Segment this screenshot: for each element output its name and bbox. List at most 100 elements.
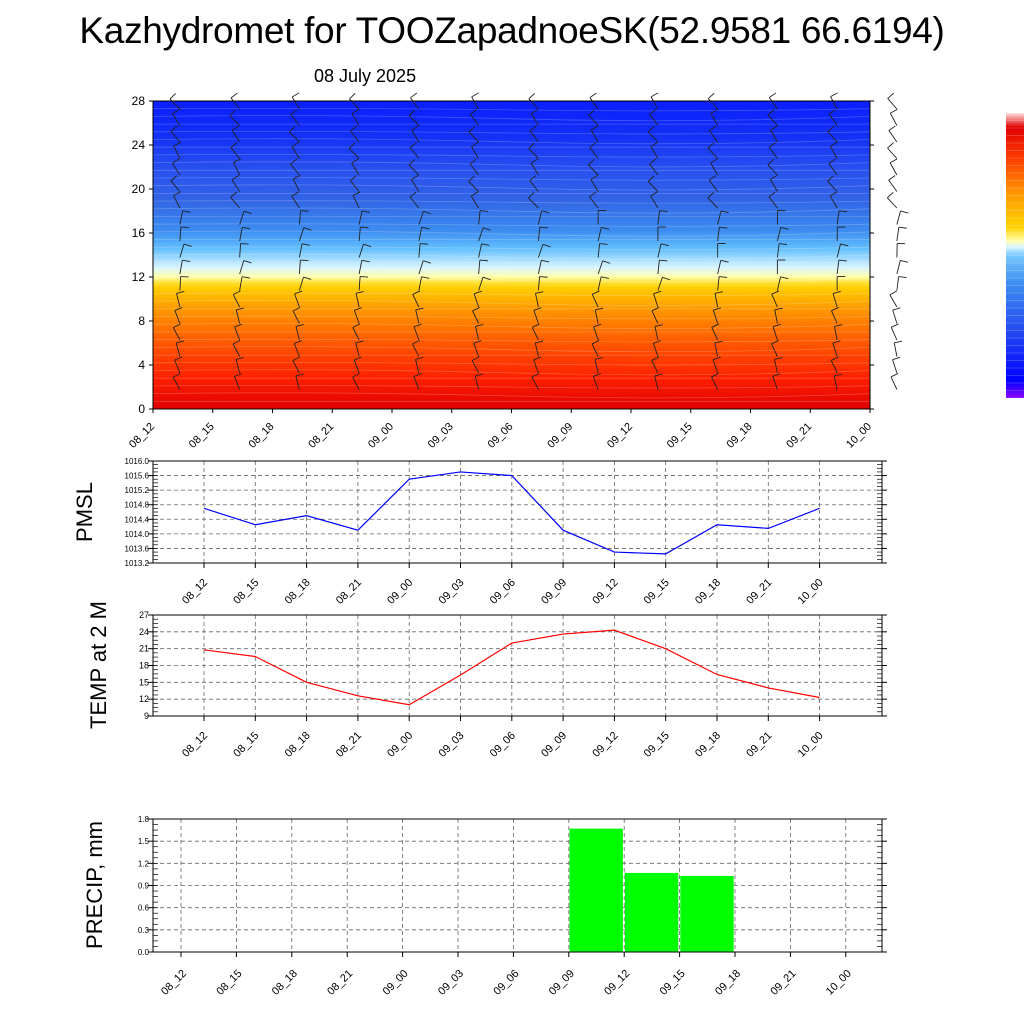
- wind-barb-feather: [891, 323, 899, 328]
- wind-barb: [529, 180, 539, 192]
- wind-barb: [291, 196, 300, 209]
- contour-line: [152, 230, 871, 237]
- wind-barb: [474, 375, 480, 390]
- wind-barb: [352, 195, 360, 209]
- wind-barb: [657, 260, 660, 275]
- wind-barb: [707, 147, 718, 159]
- wind-barb: [531, 327, 539, 341]
- wind-barb-feather: [410, 92, 418, 99]
- wind-barb-feather: [233, 158, 241, 163]
- contour-line: [152, 177, 871, 181]
- wind-barb-feather: [235, 356, 244, 360]
- wind-barb-feather: [352, 323, 361, 328]
- wind-barb-feather: [169, 93, 176, 100]
- wind-barb-feather: [780, 276, 789, 280]
- xtick-label: 09_06: [488, 730, 518, 760]
- xtick-label: 09_03: [437, 730, 467, 760]
- wind-barb: [179, 210, 184, 225]
- wind-barb-feather: [170, 125, 178, 132]
- ytick-label: 1014.4: [125, 515, 150, 524]
- wind-barb-feather: [234, 323, 243, 328]
- wind-barb: [707, 98, 718, 110]
- wind-barb: [714, 342, 719, 357]
- wind-barb-feather: [481, 243, 490, 246]
- wind-barb-feather: [707, 92, 715, 99]
- xtick-label: 08_18: [283, 730, 313, 760]
- wind-barb-feather: [593, 323, 602, 328]
- panel-frame: [152, 614, 883, 717]
- wind-barb: [172, 377, 181, 390]
- wind-barb: [829, 146, 838, 159]
- wind-barb: [896, 227, 900, 242]
- wind-barb: [290, 114, 300, 126]
- contour-line: [152, 223, 871, 227]
- wind-barb: [889, 294, 898, 308]
- wind-barb-feather: [230, 142, 238, 148]
- wind-barb-feather: [588, 109, 595, 116]
- wind-barb-feather: [231, 125, 240, 131]
- ytick-label: 1.2: [138, 859, 150, 868]
- heatmap-xtick-label: 08_18: [247, 421, 277, 451]
- wind-barb-feather: [649, 158, 657, 165]
- wind-barb: [830, 360, 838, 374]
- wind-barb-feather: [293, 175, 301, 180]
- ytick-label: 1016.0: [125, 457, 150, 466]
- wind-barb-feather: [653, 290, 662, 295]
- precip-panel: 0.0 0.3 0.6 0.9 1.2 1.5 1.8 08_12 08_15 08_18 08_2…: [82, 815, 887, 998]
- wind-barb: [352, 376, 360, 390]
- wind-barb: [708, 180, 718, 192]
- wind-barb-feather: [774, 307, 783, 311]
- wind-barb: [529, 130, 539, 143]
- xtick-label: 08_15: [231, 730, 261, 760]
- wind-barb: [657, 210, 661, 225]
- xtick-label: 09_00: [381, 968, 411, 998]
- wind-barb: [771, 343, 778, 357]
- wind-barb: [472, 310, 480, 324]
- contour-line: [152, 161, 871, 168]
- wind-barb-feather: [889, 290, 898, 296]
- ytick-label: 1014.0: [125, 530, 150, 539]
- wind-barb-feather: [183, 243, 192, 247]
- chart-subtitle: 08 July 2025: [314, 66, 417, 86]
- wind-barb-feather: [890, 373, 899, 378]
- wind-barb: [295, 375, 300, 390]
- wind-barb: [478, 210, 481, 225]
- wind-barb-feather: [771, 290, 780, 295]
- wind-barb-feather: [415, 307, 424, 311]
- wind-barb: [235, 309, 241, 324]
- heatmap-ytick-label: 8: [138, 314, 145, 328]
- wind-barb-feather: [291, 191, 299, 197]
- wind-barb: [229, 115, 240, 126]
- wind-barb: [179, 227, 182, 242]
- wind-barb: [771, 294, 778, 308]
- wind-barb-feather: [471, 92, 479, 98]
- wind-barb: [657, 243, 662, 258]
- xtick-label: 09_09: [539, 577, 569, 607]
- wind-barb: [358, 260, 363, 275]
- wind-barb: [174, 310, 181, 324]
- wind-barb: [353, 310, 360, 324]
- wind-barb: [892, 309, 898, 324]
- wind-barb-feather: [528, 192, 535, 199]
- xtick-label: 09_09: [539, 730, 569, 760]
- wind-barb: [349, 180, 360, 192]
- wind-barb: [408, 115, 420, 126]
- contour-line: [152, 315, 871, 320]
- wind-barb-feather: [292, 356, 301, 362]
- contour-line: [152, 246, 871, 250]
- wind-barb: [887, 98, 898, 110]
- wind-barb-feather: [421, 276, 430, 279]
- contour-line: [152, 200, 871, 204]
- wind-barb: [888, 130, 898, 143]
- wind-barb: [591, 294, 599, 308]
- wind-barb-feather: [888, 175, 896, 181]
- wind-barb: [409, 196, 420, 209]
- xtick-label: 09_12: [602, 968, 632, 998]
- wind-barb: [172, 327, 181, 341]
- wind-barb: [234, 326, 241, 341]
- wind-barb: [593, 326, 599, 341]
- wind-barb: [770, 129, 778, 143]
- wind-barb-feather: [529, 125, 537, 132]
- wind-barb-feather: [351, 158, 359, 164]
- wind-barb: [230, 97, 240, 110]
